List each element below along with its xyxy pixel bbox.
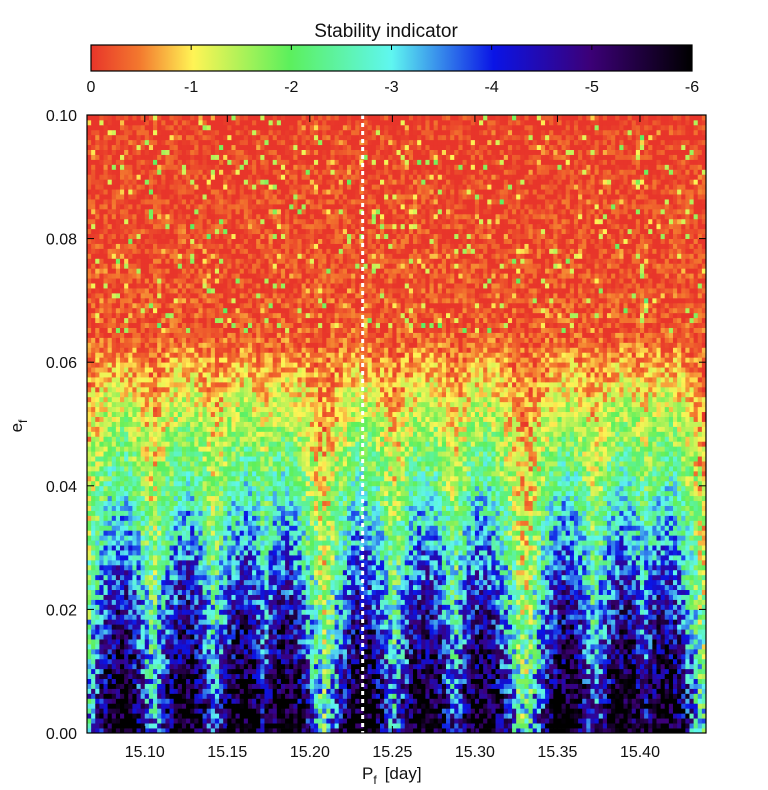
x-tick-label: 15.35: [537, 744, 577, 761]
x-tick-label: 15.10: [125, 744, 165, 761]
y-tick-label: 0.06: [46, 355, 77, 372]
y-axis-label: ef: [7, 419, 30, 432]
y-tick-label: 0.10: [46, 108, 77, 125]
y-tick-label: 0.02: [46, 602, 77, 619]
y-tick-label: 0.08: [46, 232, 77, 249]
colorbar-tick-label: -2: [284, 79, 298, 96]
x-tick-label: 15.30: [455, 744, 495, 761]
y-tick-label: 0.00: [46, 726, 77, 743]
colorbar-tick-label: -1: [184, 79, 198, 96]
x-tick-label: 15.40: [620, 744, 660, 761]
x-tick-label: 15.25: [372, 744, 412, 761]
colorbar-tick-label: -6: [685, 79, 699, 96]
y-tick-label: 0.04: [46, 479, 77, 496]
x-tick-label: 15.20: [290, 744, 330, 761]
heatmap: [87, 115, 706, 733]
x-tick-label: 15.15: [207, 744, 247, 761]
x-axis-label: Pf [day]: [362, 764, 422, 787]
colorbar-tick-label: 0: [87, 79, 96, 96]
colorbar-tick-label: -4: [485, 79, 499, 96]
colorbar-tick-label: -3: [384, 79, 398, 96]
colorbar-title: Stability indicator: [314, 21, 458, 42]
colorbar-tick-label: -5: [585, 79, 599, 96]
